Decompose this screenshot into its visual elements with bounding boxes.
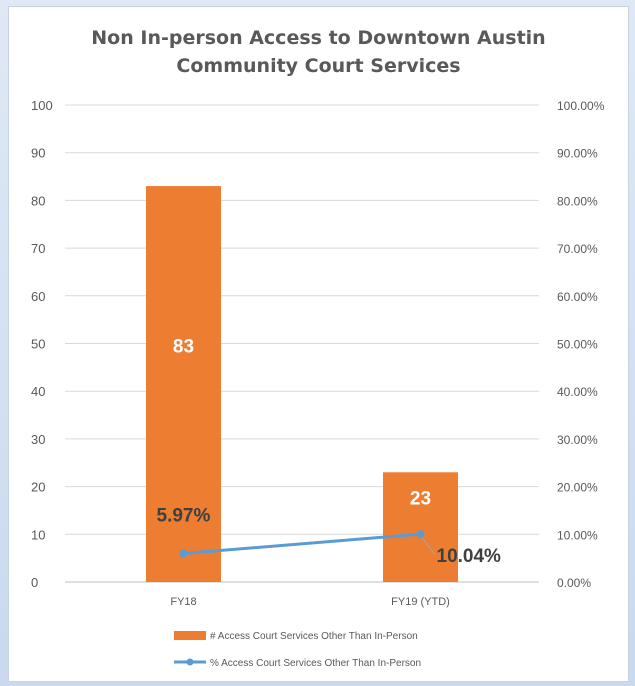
left-axis-tick-label: 70 bbox=[31, 241, 45, 256]
left-axis-tick-label: 10 bbox=[31, 527, 45, 542]
line-data-label: 10.04% bbox=[437, 546, 502, 567]
left-axis-tick-label: 100 bbox=[31, 98, 53, 113]
combo-chart: 0 0.00% 10 10.00% 20 20.00% 30 30.00% 40 40.00% 50… bbox=[31, 98, 605, 669]
line-data-label: 5.97% bbox=[157, 506, 211, 527]
left-axis-tick-label: 20 bbox=[31, 480, 45, 495]
leader-line bbox=[422, 537, 435, 555]
chart-title-line-2: Community Court Services bbox=[176, 55, 461, 77]
legend-swatch-bar bbox=[174, 631, 206, 640]
right-axis-tick-label: 20.00% bbox=[557, 481, 598, 495]
bar bbox=[146, 186, 221, 582]
right-axis-tick-label: 50.00% bbox=[557, 338, 598, 352]
bar-data-label: 83 bbox=[173, 336, 194, 357]
right-axis-tick-label: 60.00% bbox=[557, 290, 598, 304]
x-axis-tick-label: FY18 bbox=[170, 596, 196, 608]
right-axis-tick-label: 80.00% bbox=[557, 194, 598, 208]
line-point bbox=[416, 530, 425, 539]
right-axis-tick-label: 90.00% bbox=[557, 147, 598, 161]
x-axis-tick-label: FY19 (YTD) bbox=[391, 596, 450, 608]
legend-swatch-marker bbox=[186, 658, 194, 666]
chart-title-line-1: Non In-person Access to Downtown Austin bbox=[91, 27, 546, 49]
legend-label: # Access Court Services Other Than In-Pe… bbox=[210, 631, 418, 642]
left-axis-tick-label: 30 bbox=[31, 432, 45, 447]
right-axis-tick-label: 100.00% bbox=[557, 99, 605, 113]
left-axis-tick-label: 60 bbox=[31, 289, 45, 304]
chart-frame: Non In-person Access to Downtown Austin … bbox=[8, 6, 629, 682]
right-axis-tick-label: 30.00% bbox=[557, 433, 598, 447]
left-axis-tick-label: 90 bbox=[31, 146, 45, 161]
left-axis-tick-label: 40 bbox=[31, 384, 45, 399]
bar bbox=[383, 472, 458, 582]
right-axis-tick-label: 70.00% bbox=[557, 242, 598, 256]
left-axis-tick-label: 80 bbox=[31, 193, 45, 208]
left-axis-tick-label: 50 bbox=[31, 337, 45, 352]
line-point bbox=[179, 549, 188, 558]
right-axis-tick-label: 0.00% bbox=[557, 576, 591, 590]
right-axis-tick-label: 40.00% bbox=[557, 385, 598, 399]
left-axis-tick-label: 0 bbox=[31, 575, 38, 590]
legend-label: % Access Court Services Other Than In-Pe… bbox=[210, 658, 421, 669]
line-series bbox=[183, 532, 421, 556]
bar-data-label: 23 bbox=[410, 488, 431, 509]
right-axis-tick-label: 10.00% bbox=[557, 528, 598, 542]
